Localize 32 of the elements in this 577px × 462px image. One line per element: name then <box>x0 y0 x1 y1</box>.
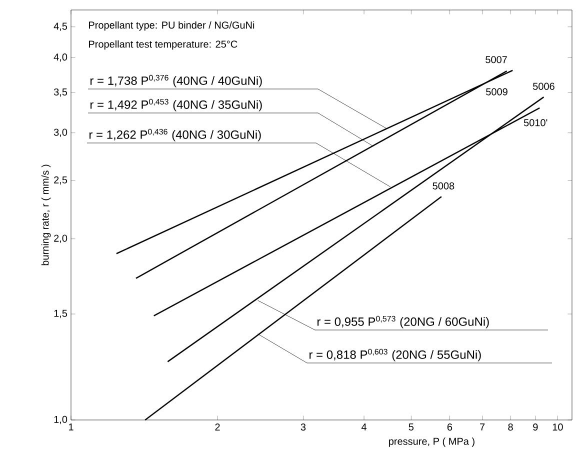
x-tick-label: 6 <box>447 424 452 431</box>
x-tick-label: 9 <box>533 424 538 431</box>
x-tick-label: 10 <box>552 424 563 431</box>
y-tick-label: 2,0 <box>54 234 68 243</box>
y-tick-label: 1,5 <box>54 310 68 318</box>
x-tick-label: 8 <box>508 424 513 431</box>
y-tick-label: 4,5 <box>54 22 68 31</box>
y-tick-label: 4,0 <box>54 54 68 62</box>
y-tick-label: 3,5 <box>54 88 68 97</box>
series-label: 5007 <box>486 56 507 64</box>
annotation: r = 1,262 P$^{0,436}$ (40NG / 30GuNi) <box>89 128 261 142</box>
y-tick-label: 2,5 <box>54 176 68 185</box>
annotation: r = 0,955 P$^{0,573}$ (20NG / 60GuNi) <box>317 316 489 328</box>
y-tick-label: 3,0 <box>54 128 68 137</box>
y-axis-title: burning rate, r ( mm/s ) <box>41 164 51 266</box>
x-tick-label: 5 <box>408 424 414 430</box>
x-tick-label: 2 <box>215 424 220 430</box>
annotation: Propellant type: PU binder / NG/GuNi <box>89 21 254 31</box>
x-tick-label: 3 <box>300 424 306 431</box>
x-tick-label: 7 <box>480 424 485 430</box>
annotation: r = 1,738 P$^{0,376}$ (40NG / 40GuNi) <box>90 74 262 88</box>
annotation: r = 1,492 P$^{0,453}$ (40NG / 35GuNi) <box>90 98 262 112</box>
annotation: r = 0,818 P$^{0,603}$ (20NG / 55GuNi) <box>310 348 481 362</box>
annotation: Propellant test temperature: 25°C <box>89 40 238 50</box>
series-label: 5009 <box>486 88 508 96</box>
series-label: 5008 <box>432 182 454 190</box>
x-tick-label: 1 <box>68 424 74 430</box>
series-label: 5010' <box>524 119 548 126</box>
x-axis-title: pressure, P ( MPa ) <box>389 438 474 447</box>
legend-label: 5006 <box>533 82 554 90</box>
x-tick-label: 4 <box>361 424 367 430</box>
y-tick-label: 1,0 <box>54 416 68 424</box>
